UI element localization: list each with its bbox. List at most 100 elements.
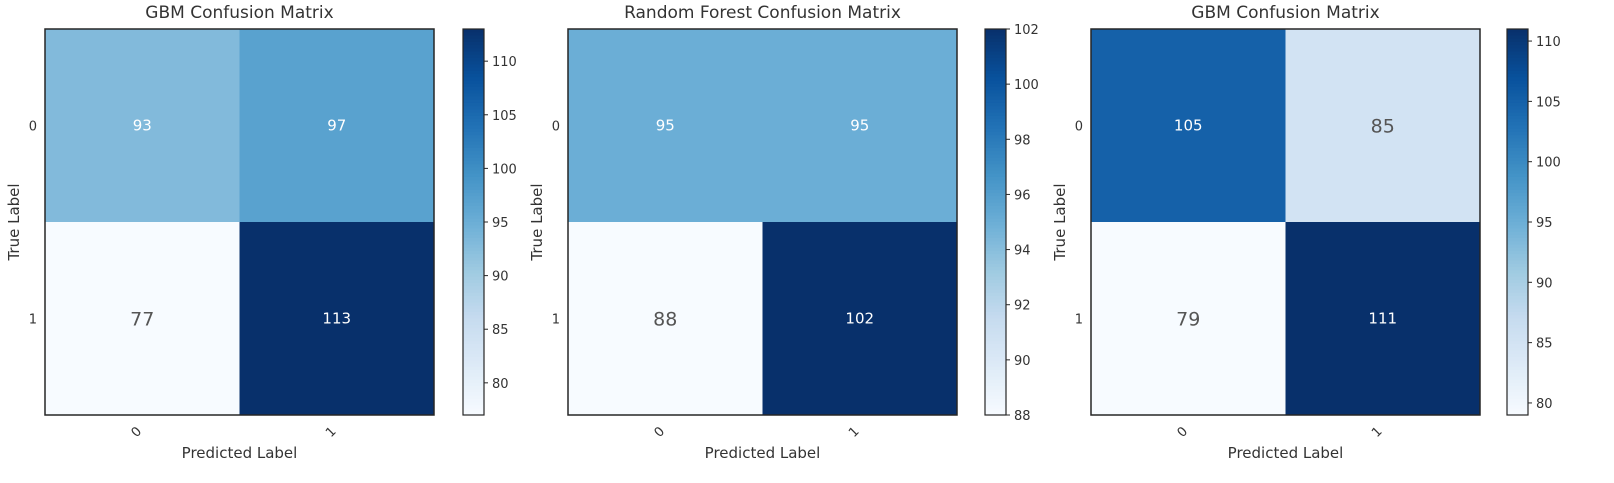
colorbar-segment <box>1507 64 1528 69</box>
colorbar-segment <box>463 109 484 114</box>
colorbar-segment <box>463 324 484 329</box>
cell-value-label: 105 <box>1174 117 1203 135</box>
colorbar-segment <box>985 405 1006 410</box>
colorbar-segment <box>985 160 1006 165</box>
colorbar-segment <box>1507 270 1528 275</box>
colorbar-segment <box>1507 299 1528 304</box>
colorbar-segment <box>985 164 1006 168</box>
colorbar-segment <box>985 186 1006 191</box>
colorbar-segment <box>985 308 1006 313</box>
colorbar-segment <box>1507 405 1528 410</box>
colorbar-segment <box>463 45 484 49</box>
colorbar-segment <box>1507 170 1528 175</box>
colorbar-segment <box>463 138 484 143</box>
chart-title: GBM Confusion Matrix <box>1191 3 1379 23</box>
colorbar-segment <box>985 48 1006 53</box>
colorbar-segment <box>463 144 484 149</box>
colorbar-segment <box>463 363 484 368</box>
colorbar-segment <box>1507 347 1528 352</box>
colorbar-segment <box>985 196 1006 201</box>
colorbar-frame <box>984 28 1007 416</box>
colorbar-segment <box>1507 218 1528 223</box>
colorbar-segment <box>1507 183 1528 188</box>
colorbar-segment <box>463 173 484 178</box>
chart-title: GBM Confusion Matrix <box>145 3 333 23</box>
colorbar-segment <box>985 382 1006 387</box>
colorbar-segment <box>463 305 484 310</box>
colorbar-tick-label: 95 <box>1536 216 1553 231</box>
colorbar-segment <box>1507 32 1528 37</box>
colorbar-segment <box>1507 250 1528 255</box>
colorbar-segment <box>1507 189 1528 194</box>
colorbar-segment <box>463 215 484 220</box>
x-tick-label: 1 <box>1369 424 1385 440</box>
colorbar-segment <box>463 86 484 91</box>
colorbar-segment <box>463 347 484 352</box>
colorbar-segment <box>1507 283 1528 287</box>
colorbar-segment <box>463 321 484 326</box>
colorbar-segment <box>1507 295 1528 300</box>
colorbar-segment <box>1507 289 1528 294</box>
colorbar-tick-label: 92 <box>1014 299 1031 314</box>
colorbar-segment <box>463 125 484 130</box>
colorbar-segment <box>1507 215 1528 220</box>
colorbar-segment <box>1507 241 1528 246</box>
colorbar-segment <box>463 292 484 297</box>
colorbar-segment <box>463 167 484 172</box>
colorbar-segment <box>985 257 1006 262</box>
colorbar-segment <box>1507 382 1528 387</box>
colorbar-segment <box>1507 164 1528 168</box>
colorbar-segment <box>1507 366 1528 371</box>
y-axis-label: True Label <box>528 183 546 261</box>
colorbar-segment <box>1507 109 1528 114</box>
x-tick-label: 1 <box>323 424 339 440</box>
colorbar-segment <box>985 231 1006 236</box>
colorbar-segment <box>463 250 484 255</box>
colorbar-segment <box>1507 199 1528 204</box>
colorbar-segment <box>985 334 1006 339</box>
colorbar-segment <box>1507 83 1528 88</box>
colorbar-segment <box>463 411 484 416</box>
cell-value-label: 88 <box>653 309 677 331</box>
colorbar-segment <box>463 77 484 82</box>
colorbar-segment <box>463 299 484 304</box>
colorbar-segment <box>463 334 484 339</box>
colorbar-segment <box>463 54 484 59</box>
colorbar-segment <box>985 202 1006 207</box>
colorbar-segment <box>985 135 1006 139</box>
colorbar-segment <box>463 193 484 197</box>
colorbar-segment <box>985 64 1006 69</box>
colorbar-segment <box>463 286 484 291</box>
colorbar-segment <box>1507 318 1528 323</box>
colorbar-segment <box>1507 321 1528 326</box>
colorbar-segment <box>463 115 484 120</box>
heatmap-cell <box>1091 29 1286 223</box>
colorbar-tick-label: 80 <box>1536 397 1553 412</box>
colorbar-segment <box>985 122 1006 127</box>
colorbar-segment <box>1507 392 1528 397</box>
x-tick-label: 1 <box>846 424 862 440</box>
colorbar-segment <box>1507 160 1528 165</box>
colorbar-segment <box>1507 122 1528 127</box>
colorbar-segment <box>1507 234 1528 239</box>
colorbar-segment <box>463 148 484 152</box>
colorbar-segment <box>463 238 484 242</box>
colorbar-segment <box>1507 74 1528 78</box>
colorbar-segment <box>463 170 484 175</box>
colorbar-segment <box>463 209 484 213</box>
colorbar-segment <box>463 199 484 204</box>
colorbar-segment <box>463 35 484 40</box>
colorbar-segment <box>985 54 1006 59</box>
cell-value-label: 79 <box>1176 309 1200 331</box>
colorbar-segment <box>1507 328 1528 332</box>
heatmap-cell <box>239 29 435 223</box>
colorbar-segment <box>463 180 484 184</box>
colorbar-segment <box>985 38 1006 43</box>
colorbar-segment <box>985 154 1006 159</box>
cell-value-label: 113 <box>322 310 351 328</box>
colorbar-segment <box>985 83 1006 88</box>
colorbar-segment <box>463 119 484 123</box>
colorbar-segment <box>463 386 484 390</box>
colorbar-segment <box>1507 138 1528 143</box>
colorbar-segment <box>463 289 484 294</box>
